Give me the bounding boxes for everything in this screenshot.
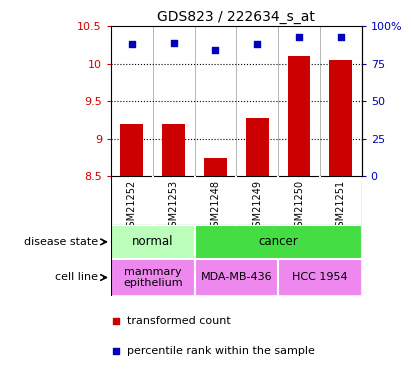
Text: GSM21252: GSM21252 bbox=[127, 180, 137, 233]
Bar bbox=[111, 259, 194, 296]
Bar bbox=[111, 225, 194, 259]
Text: MDA-MB-436: MDA-MB-436 bbox=[201, 273, 272, 282]
Bar bbox=[194, 259, 278, 296]
Bar bbox=[204, 158, 227, 176]
Text: cancer: cancer bbox=[258, 236, 298, 248]
Bar bbox=[278, 259, 362, 296]
Title: GDS823 / 222634_s_at: GDS823 / 222634_s_at bbox=[157, 10, 315, 24]
Text: GSM21253: GSM21253 bbox=[169, 180, 179, 233]
Text: mammary
epithelium: mammary epithelium bbox=[123, 267, 182, 288]
Text: GSM21248: GSM21248 bbox=[210, 180, 220, 233]
Point bbox=[296, 34, 302, 40]
Bar bbox=[120, 124, 143, 176]
Point bbox=[254, 41, 261, 47]
Point bbox=[113, 348, 119, 354]
Text: transformed count: transformed count bbox=[127, 315, 231, 326]
Bar bbox=[329, 60, 352, 176]
Point bbox=[337, 34, 344, 40]
Point bbox=[113, 318, 119, 324]
Bar bbox=[162, 124, 185, 176]
Text: GSM21251: GSM21251 bbox=[336, 180, 346, 233]
Text: GSM21249: GSM21249 bbox=[252, 180, 262, 233]
Point bbox=[212, 47, 219, 53]
Text: percentile rank within the sample: percentile rank within the sample bbox=[127, 345, 315, 355]
Bar bbox=[246, 118, 269, 176]
Point bbox=[129, 41, 135, 47]
Bar bbox=[194, 225, 362, 259]
Bar bbox=[288, 56, 310, 176]
Text: normal: normal bbox=[132, 236, 173, 248]
Text: cell line: cell line bbox=[55, 273, 99, 282]
Text: HCC 1954: HCC 1954 bbox=[292, 273, 348, 282]
Text: GSM21250: GSM21250 bbox=[294, 180, 304, 233]
Point bbox=[171, 40, 177, 46]
Text: disease state: disease state bbox=[24, 237, 99, 247]
